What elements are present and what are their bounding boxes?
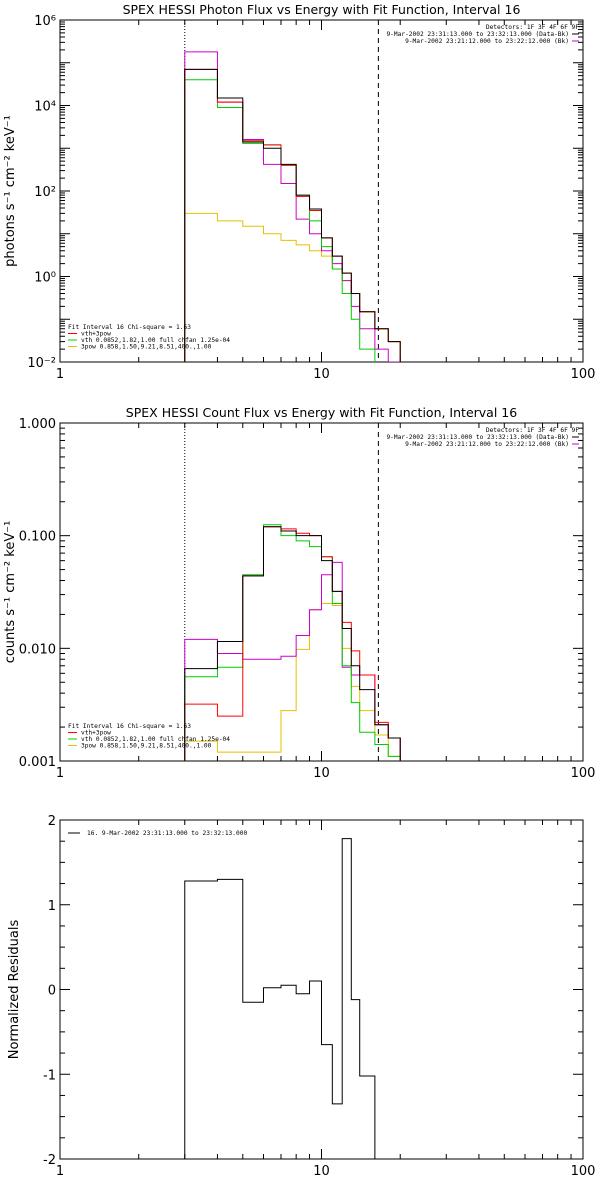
y-tick-label: 0.010	[19, 642, 56, 657]
chart-title: SPEX HESSI Photon Flux vs Energy with Fi…	[123, 2, 521, 17]
x-tick-label: 1	[56, 766, 64, 781]
chart-panel-2: SPEX HESSI Count Flux vs Energy with Fit…	[3, 405, 595, 781]
series-line-1	[184, 68, 401, 362]
series-line-1	[184, 526, 401, 761]
legend-entry-2: vth 0.0852,1.82,1.00 full chfan 1.25e-04	[81, 736, 230, 743]
y-axis-label: Normalized Residuals	[7, 920, 22, 1060]
y-tick-label: 10⁴	[34, 100, 56, 115]
legend-entry-2: vth 0.0852,1.82,1.00 full chfan 1.25e-04	[81, 337, 230, 344]
detectors-label: Detectors: 1F 3F 4F 6F 9F	[486, 24, 579, 31]
chart-panel-3: 1 10 100 -2 -1 0 1 2 Normalized Residuals 16. 9-M…	[7, 814, 595, 1179]
plot-frame	[59, 19, 584, 363]
legend-entry-3: 3pow 0.858,1.50,9.21,8.51,400.,1.00	[81, 743, 212, 750]
y-tick-label: 0	[48, 984, 56, 999]
legend-data-interval: 9-Mar-2002 23:31:13.000 to 23:32:13.000 …	[386, 434, 569, 441]
fit-interval-label: Fit Interval 16 Chi-square = 1.63	[68, 723, 191, 730]
x-tick-label: 100	[571, 766, 596, 781]
y-tick-label: 1.000	[19, 417, 56, 432]
y-tick-label: -2	[43, 1153, 56, 1168]
y-tick-label: 1	[48, 899, 56, 914]
legend-data-interval: 9-Mar-2002 23:31:13.000 to 23:32:13.000 …	[386, 31, 569, 38]
x-tick-label: 10	[313, 766, 330, 781]
legend-bk-interval: 9-Mar-2002 23:21:12.000 to 23:22:12.000 …	[405, 38, 569, 45]
x-tick-label: 10	[313, 1164, 330, 1179]
legend-entry-1: vth+3pow	[81, 730, 111, 737]
y-axis-label: counts s⁻¹ cm⁻² keV⁻¹	[3, 521, 18, 664]
y-tick-label: 0.001	[19, 755, 56, 770]
y-axis-label: photons s⁻¹ cm⁻² keV⁻¹	[3, 115, 18, 267]
series-line-4	[184, 79, 401, 362]
y-tick-label: 10⁶	[34, 14, 56, 29]
series-group	[184, 838, 376, 1159]
chart-title: SPEX HESSI Count Flux vs Energy with Fit…	[126, 405, 517, 420]
legend-entry-3: 3pow 0.858,1.50,9.21,8.51,400.,1.00	[81, 344, 212, 351]
x-tick-label: 100	[571, 367, 596, 382]
series-line-1	[184, 838, 376, 1159]
legend-bk-interval: 9-Mar-2002 23:21:12.000 to 23:22:12.000 …	[405, 441, 569, 448]
series-group	[184, 51, 401, 362]
x-tick-label: 1	[56, 1164, 64, 1179]
x-tick-label: 10	[313, 367, 330, 382]
x-tick-label: 1	[56, 367, 64, 382]
fit-interval-label: Fit Interval 16 Chi-square = 1.63	[68, 324, 191, 331]
y-tick-label: 10⁻²	[27, 356, 56, 371]
x-tick-label: 100	[571, 1164, 596, 1179]
y-tick-label: -1	[43, 1068, 56, 1083]
y-tick-label: 10⁰	[34, 271, 56, 286]
series-group	[184, 524, 401, 761]
y-tick-label: 2	[48, 814, 56, 829]
detectors-label: Detectors: 1F 3F 4F 6F 9F	[486, 427, 579, 434]
y-tick-label: 0.100	[19, 530, 56, 545]
chart-panel-1: SPEX HESSI Photon Flux vs Energy with Fi…	[3, 2, 596, 382]
y-tick-label: 10²	[34, 185, 56, 200]
legend-entry-1: vth+3pow	[81, 331, 111, 338]
legend-residual: 16. 9-Mar-2002 23:31:13.000 to 23:32:13.…	[87, 830, 247, 837]
